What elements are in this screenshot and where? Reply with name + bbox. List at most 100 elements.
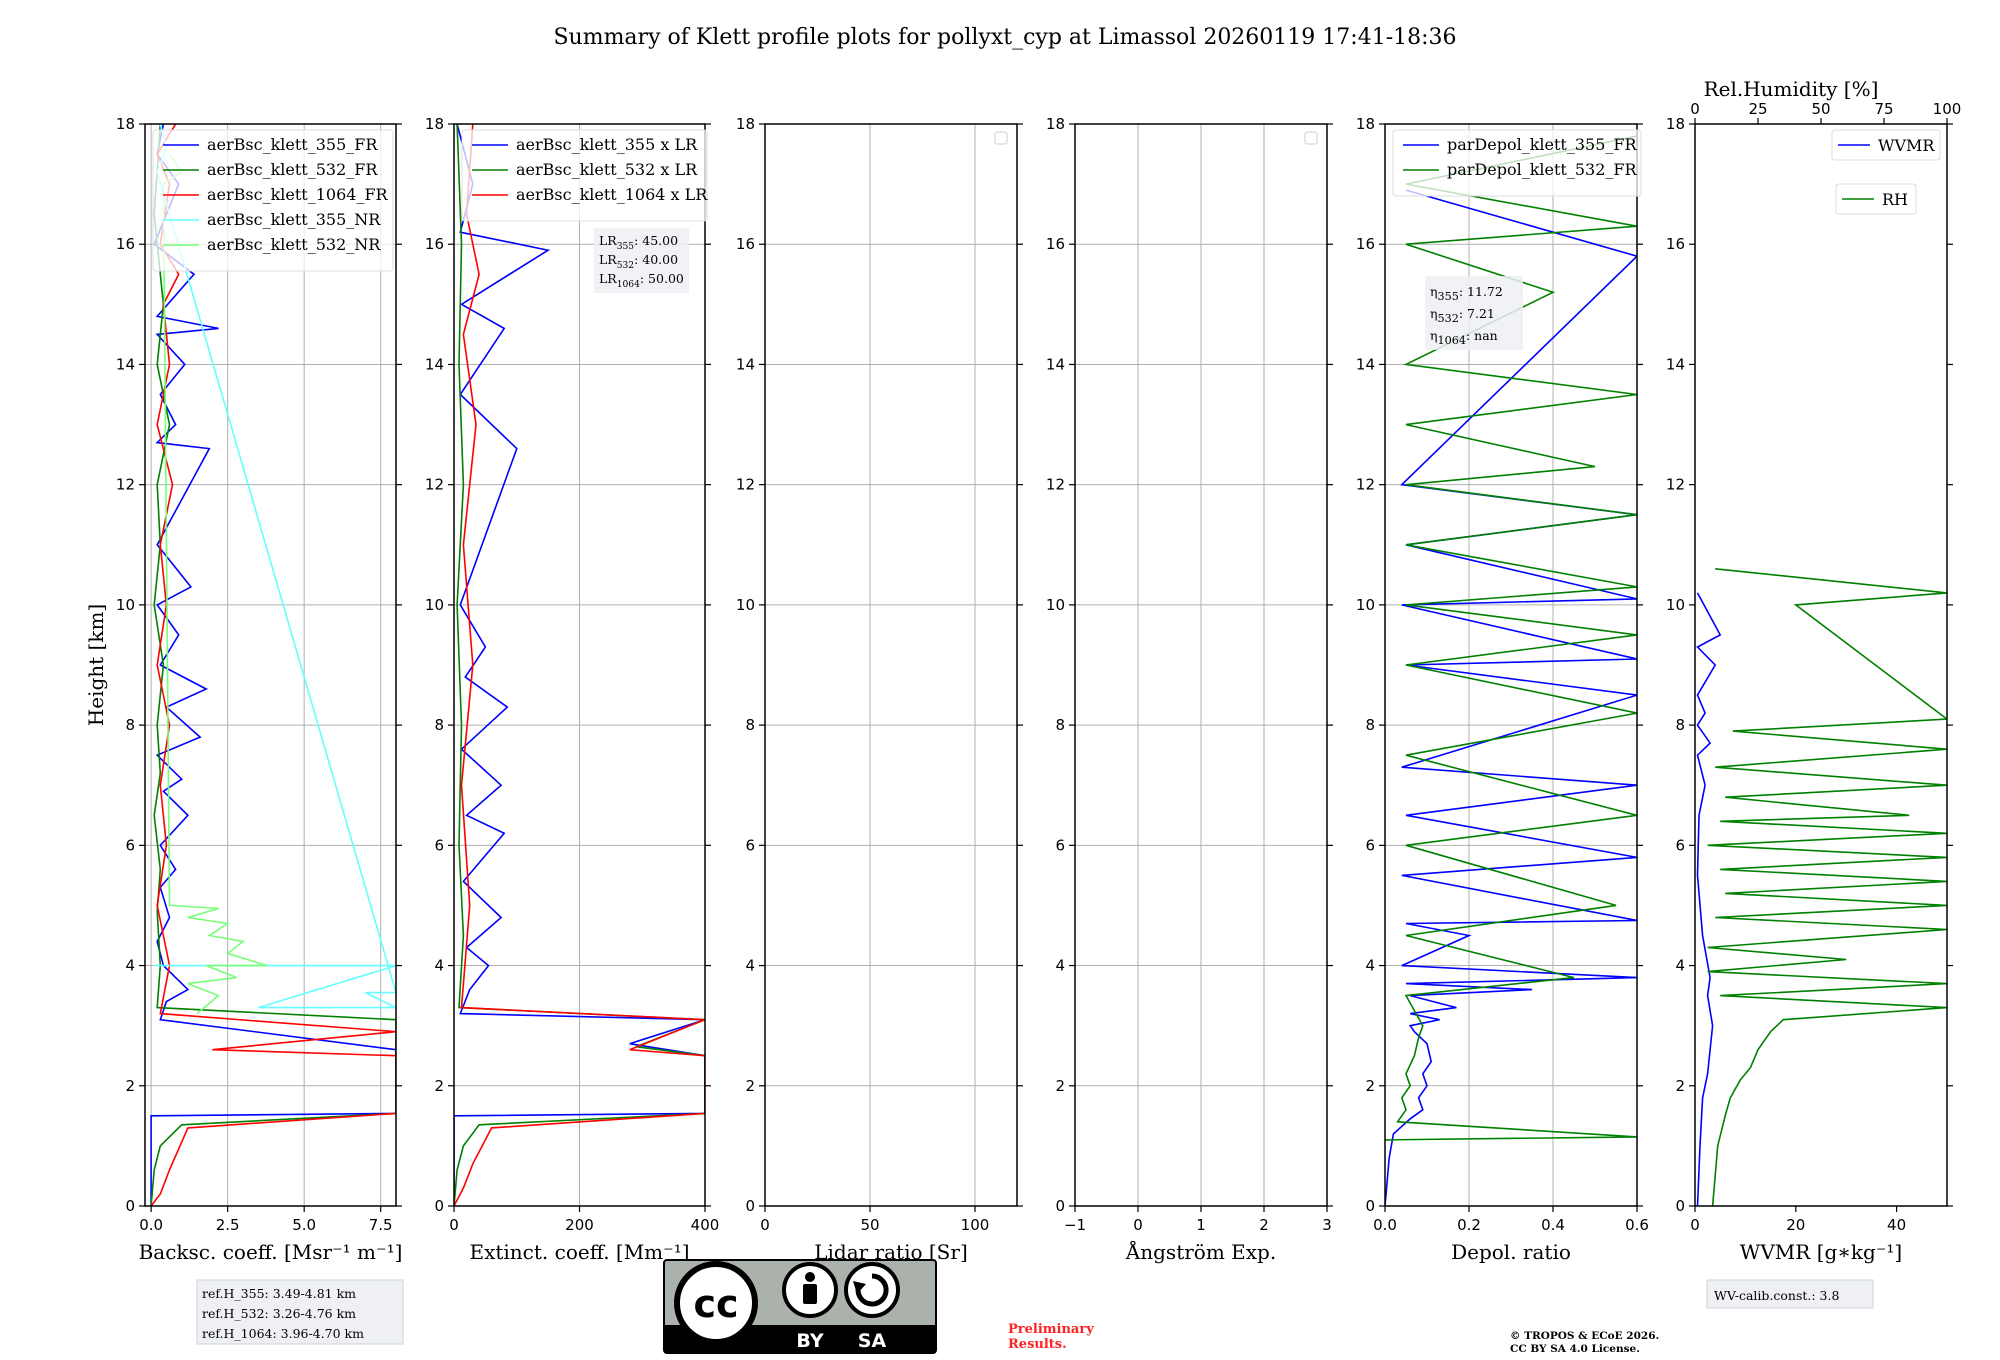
y-tick-label: 2 (125, 1077, 135, 1095)
y-tick-label: 4 (434, 957, 444, 975)
y-tick-label: 10 (1046, 596, 1065, 614)
wv-calib-label: WV-calib.const.: 3.8 (1714, 1288, 1839, 1303)
y-tick-label: 8 (125, 716, 135, 734)
x-tick-label: 0 (449, 1216, 459, 1234)
empty-legend-box (1304, 131, 1318, 145)
top-x-tick-label: 0 (1690, 100, 1700, 118)
y-tick-label: 6 (1055, 836, 1065, 854)
annotation-text: η1064: nan (1430, 328, 1498, 347)
axes-frame (764, 123, 1018, 1207)
x-tick-label: 0.6 (1625, 1216, 1649, 1234)
top-x-axis-label: Rel.Humidity [%] (1704, 77, 1879, 101)
y-tick-label: 18 (425, 115, 444, 133)
y-tick-label: 2 (745, 1077, 755, 1095)
x-tick-label: 5.0 (292, 1216, 316, 1234)
cc-by-sa-badge[interactable]: cc BY SA (663, 1259, 937, 1354)
y-tick-label: 18 (1356, 115, 1375, 133)
y-tick-label: 10 (736, 596, 755, 614)
y-tick-label: 8 (1365, 716, 1375, 734)
panel-depol: 0.0 0.2 0.4 0.6 0 2 4 6 8 10 12 14 16 18 Depol. ratio p… (1356, 115, 1649, 1264)
legend-entry: WVMR (1878, 136, 1935, 155)
y-tick-label: 16 (425, 235, 444, 253)
x-tick-label: 3 (1322, 1216, 1332, 1234)
y-tick-label: 8 (1055, 716, 1065, 734)
x-tick-label: 400 (691, 1216, 720, 1234)
copyright-line-2: CC BY SA 4.0 License. (1510, 1343, 1640, 1355)
x-tick-label: 200 (565, 1216, 594, 1234)
annotation-box (1425, 276, 1523, 350)
y-tick-label: 8 (434, 716, 444, 734)
axes-frame (1384, 123, 1638, 1207)
ref-height-box: ref.H_355: 3.49-4.81 km ref.H_532: 3.26-… (196, 1279, 404, 1345)
y-tick-label: 18 (116, 115, 135, 133)
y-tick-label: 0 (1365, 1197, 1375, 1215)
y-tick-label: 16 (1356, 235, 1375, 253)
y-tick-label: 6 (1675, 836, 1685, 854)
y-tick-label: 12 (1356, 476, 1375, 494)
y-tick-label: 10 (116, 596, 135, 614)
y-tick-label: 14 (1356, 355, 1375, 373)
y-tick-label: 16 (116, 235, 135, 253)
y-tick-label: 6 (1365, 836, 1375, 854)
series-line-aerBsc_klett_1064 x LR (454, 124, 705, 1206)
series-line-aerBsc_klett_355_FR (150, 124, 396, 1206)
x-axis-label: Ångström Exp. (1125, 1239, 1276, 1264)
series-line-parDepol_klett_355_FR (1385, 189, 1637, 1206)
cc-letters-icon: cc (693, 1282, 738, 1326)
legend-entry: aerBsc_klett_355_NR (207, 210, 381, 229)
y-tick-label: 14 (425, 355, 444, 373)
y-tick-label: 10 (1356, 596, 1375, 614)
ref-height-1064: ref.H_1064: 3.96-4.70 km (202, 1326, 364, 1341)
x-axis-label: Depol. ratio (1451, 1240, 1571, 1264)
y-tick-label: 2 (1055, 1077, 1065, 1095)
legend-entry: parDepol_klett_532_FR (1447, 160, 1638, 179)
legend-box (1392, 129, 1642, 197)
wv-calib-box: WV-calib.const.: 3.8 (1706, 1279, 1874, 1309)
top-x-tick-label: 50 (1811, 100, 1830, 118)
y-tick-label: 16 (1046, 235, 1065, 253)
panel-backscatter: 0.0 2.5 5.0 7.5 0 2 4 6 8 10 12 14 16 18 Backsc. coeff… (84, 115, 402, 1264)
y-tick-label: 12 (736, 476, 755, 494)
x-tick-label: 50 (860, 1216, 879, 1234)
x-tick-label: 0.0 (139, 1216, 163, 1234)
x-axis-label: WVMR [g∗kg⁻¹] (1740, 1240, 1902, 1264)
y-tick-label: 12 (1046, 476, 1065, 494)
cc-icon (674, 1261, 758, 1345)
axes-frame (1694, 123, 1948, 1207)
x-tick-label: 20 (1786, 1216, 1805, 1234)
legend-entry: aerBsc_klett_532_NR (207, 235, 381, 254)
legend-entry: parDepol_klett_355_FR (1447, 135, 1638, 154)
y-axis-label: Height [km] (84, 604, 108, 726)
x-tick-label: 100 (961, 1216, 990, 1234)
y-tick-label: 0 (1675, 1197, 1685, 1215)
y-tick-label: 2 (1365, 1077, 1375, 1095)
top-x-tick-label: 75 (1874, 100, 1893, 118)
by-label: BY (796, 1330, 823, 1352)
y-tick-label: 2 (1675, 1077, 1685, 1095)
annotation-text: LR532: 40.00 (599, 252, 678, 271)
panel-wvmr_rh: 0 20 40 0 2 4 6 8 10 12 14 16 18 WVMR [g∗kg⁻¹] 0 25 50 75… (1666, 77, 1961, 1264)
y-tick-label: 18 (736, 115, 755, 133)
x-tick-label: 0.2 (1457, 1216, 1481, 1234)
y-tick-label: 0 (1055, 1197, 1065, 1215)
annotation-box (594, 228, 689, 293)
top-x-tick-label: 100 (1933, 100, 1962, 118)
sa-icon (844, 1262, 900, 1318)
y-tick-label: 16 (1666, 235, 1685, 253)
y-tick-label: 0 (125, 1197, 135, 1215)
legend-entry: aerBsc_klett_355 x LR (516, 135, 698, 154)
series-line-parDepol_klett_532_FR (1385, 135, 1637, 1141)
y-tick-label: 4 (1055, 957, 1065, 975)
y-tick-label: 14 (116, 355, 135, 373)
y-tick-label: 14 (1046, 355, 1065, 373)
legend-entry: aerBsc_klett_355_FR (207, 135, 378, 154)
y-tick-label: 10 (425, 596, 444, 614)
x-tick-label: −1 (1064, 1216, 1086, 1234)
preliminary-label-2: Results. (1008, 1337, 1067, 1352)
y-tick-label: 18 (1046, 115, 1065, 133)
x-tick-label: 40 (1887, 1216, 1906, 1234)
legend-box (1831, 129, 1941, 161)
x-tick-label: 0 (760, 1216, 770, 1234)
